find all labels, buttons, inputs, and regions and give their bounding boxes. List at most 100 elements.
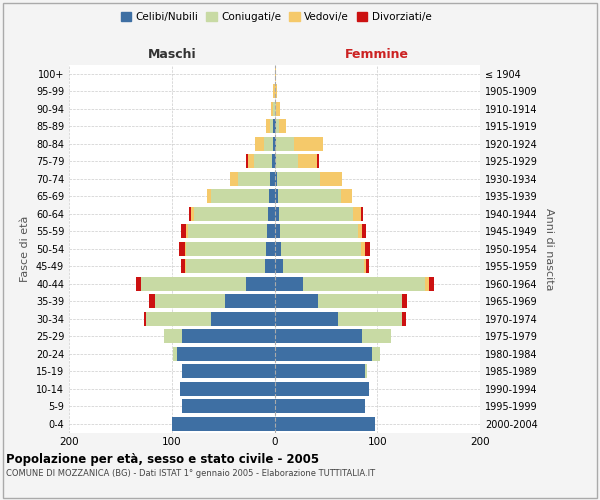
Text: Popolazione per età, sesso e stato civile - 2005: Popolazione per età, sesso e stato civil… <box>6 452 319 466</box>
Bar <box>268 224 275 238</box>
Bar <box>266 242 275 256</box>
Bar <box>341 190 352 203</box>
Bar <box>275 400 365 413</box>
Bar <box>358 224 362 238</box>
Bar <box>155 294 225 308</box>
Bar <box>402 294 407 308</box>
Text: Maschi: Maschi <box>148 48 196 62</box>
Bar <box>362 224 366 238</box>
Bar <box>275 154 298 168</box>
Bar <box>206 190 211 203</box>
Bar <box>275 137 294 150</box>
Bar <box>275 347 372 360</box>
Bar <box>275 364 365 378</box>
Bar <box>238 172 271 186</box>
Bar <box>428 277 434 290</box>
Bar <box>185 242 186 256</box>
Bar <box>271 102 274 116</box>
Bar <box>303 277 425 290</box>
Bar <box>274 84 275 98</box>
Bar <box>191 207 194 220</box>
Bar <box>338 312 402 326</box>
Bar <box>254 154 272 168</box>
Bar <box>275 120 278 133</box>
Bar <box>246 154 248 168</box>
Bar <box>275 102 280 116</box>
Bar <box>275 224 280 238</box>
Bar <box>182 330 275 343</box>
Bar <box>275 84 277 98</box>
Bar <box>275 260 283 273</box>
Bar <box>255 137 264 150</box>
Bar <box>365 364 367 378</box>
Bar <box>402 312 406 326</box>
Y-axis label: Anni di nascita: Anni di nascita <box>544 208 554 290</box>
Bar <box>172 417 275 430</box>
Bar <box>372 347 380 360</box>
Bar <box>275 207 278 220</box>
Bar <box>317 294 402 308</box>
Bar <box>275 312 338 326</box>
Text: Femmine: Femmine <box>345 48 409 62</box>
Bar <box>275 242 281 256</box>
Bar <box>275 277 303 290</box>
Bar <box>211 190 269 203</box>
Bar <box>182 400 275 413</box>
Bar <box>366 260 369 273</box>
Bar <box>317 154 319 168</box>
Bar <box>275 294 317 308</box>
Bar <box>146 312 211 326</box>
Bar <box>246 277 275 290</box>
Bar <box>265 260 275 273</box>
Bar <box>179 242 185 256</box>
Bar <box>186 260 265 273</box>
Bar <box>173 347 177 360</box>
Bar <box>149 294 155 308</box>
Bar <box>425 277 428 290</box>
Bar <box>182 364 275 378</box>
Bar <box>364 260 366 273</box>
Bar <box>211 312 275 326</box>
Bar <box>353 207 361 220</box>
Bar <box>274 102 275 116</box>
Bar <box>272 154 275 168</box>
Bar <box>185 260 186 273</box>
Bar <box>274 137 275 150</box>
Bar <box>298 154 317 168</box>
Bar <box>181 260 185 273</box>
Bar <box>194 207 268 220</box>
Bar <box>365 242 370 256</box>
Bar <box>188 224 268 238</box>
Bar <box>144 312 146 326</box>
Bar <box>278 207 353 220</box>
Bar <box>320 172 343 186</box>
Text: COMUNE DI MOZZANICA (BG) - Dati ISTAT 1° gennaio 2005 - Elaborazione TUTTITALIA.: COMUNE DI MOZZANICA (BG) - Dati ISTAT 1°… <box>6 469 375 478</box>
Bar <box>275 172 277 186</box>
Bar <box>186 224 188 238</box>
Bar <box>268 207 275 220</box>
Bar <box>264 137 274 150</box>
Legend: Celibi/Nubili, Coniugati/e, Vedovi/e, Divorziati/e: Celibi/Nubili, Coniugati/e, Vedovi/e, Di… <box>116 8 436 26</box>
Bar <box>361 207 363 220</box>
Bar <box>136 277 141 290</box>
Bar <box>294 137 323 150</box>
Bar <box>269 190 275 203</box>
Bar <box>177 347 275 360</box>
Bar <box>141 277 246 290</box>
Y-axis label: Fasce di età: Fasce di età <box>20 216 30 282</box>
Bar <box>361 242 365 256</box>
Bar <box>281 242 361 256</box>
Bar <box>283 260 364 273</box>
Bar <box>230 172 238 186</box>
Bar <box>275 190 278 203</box>
Bar <box>278 120 286 133</box>
Bar <box>164 330 182 343</box>
Bar <box>275 417 375 430</box>
Bar <box>181 224 186 238</box>
Bar <box>278 190 341 203</box>
Bar <box>275 330 362 343</box>
Bar <box>271 172 275 186</box>
Bar <box>266 120 271 133</box>
Bar <box>189 207 191 220</box>
Bar <box>180 382 275 396</box>
